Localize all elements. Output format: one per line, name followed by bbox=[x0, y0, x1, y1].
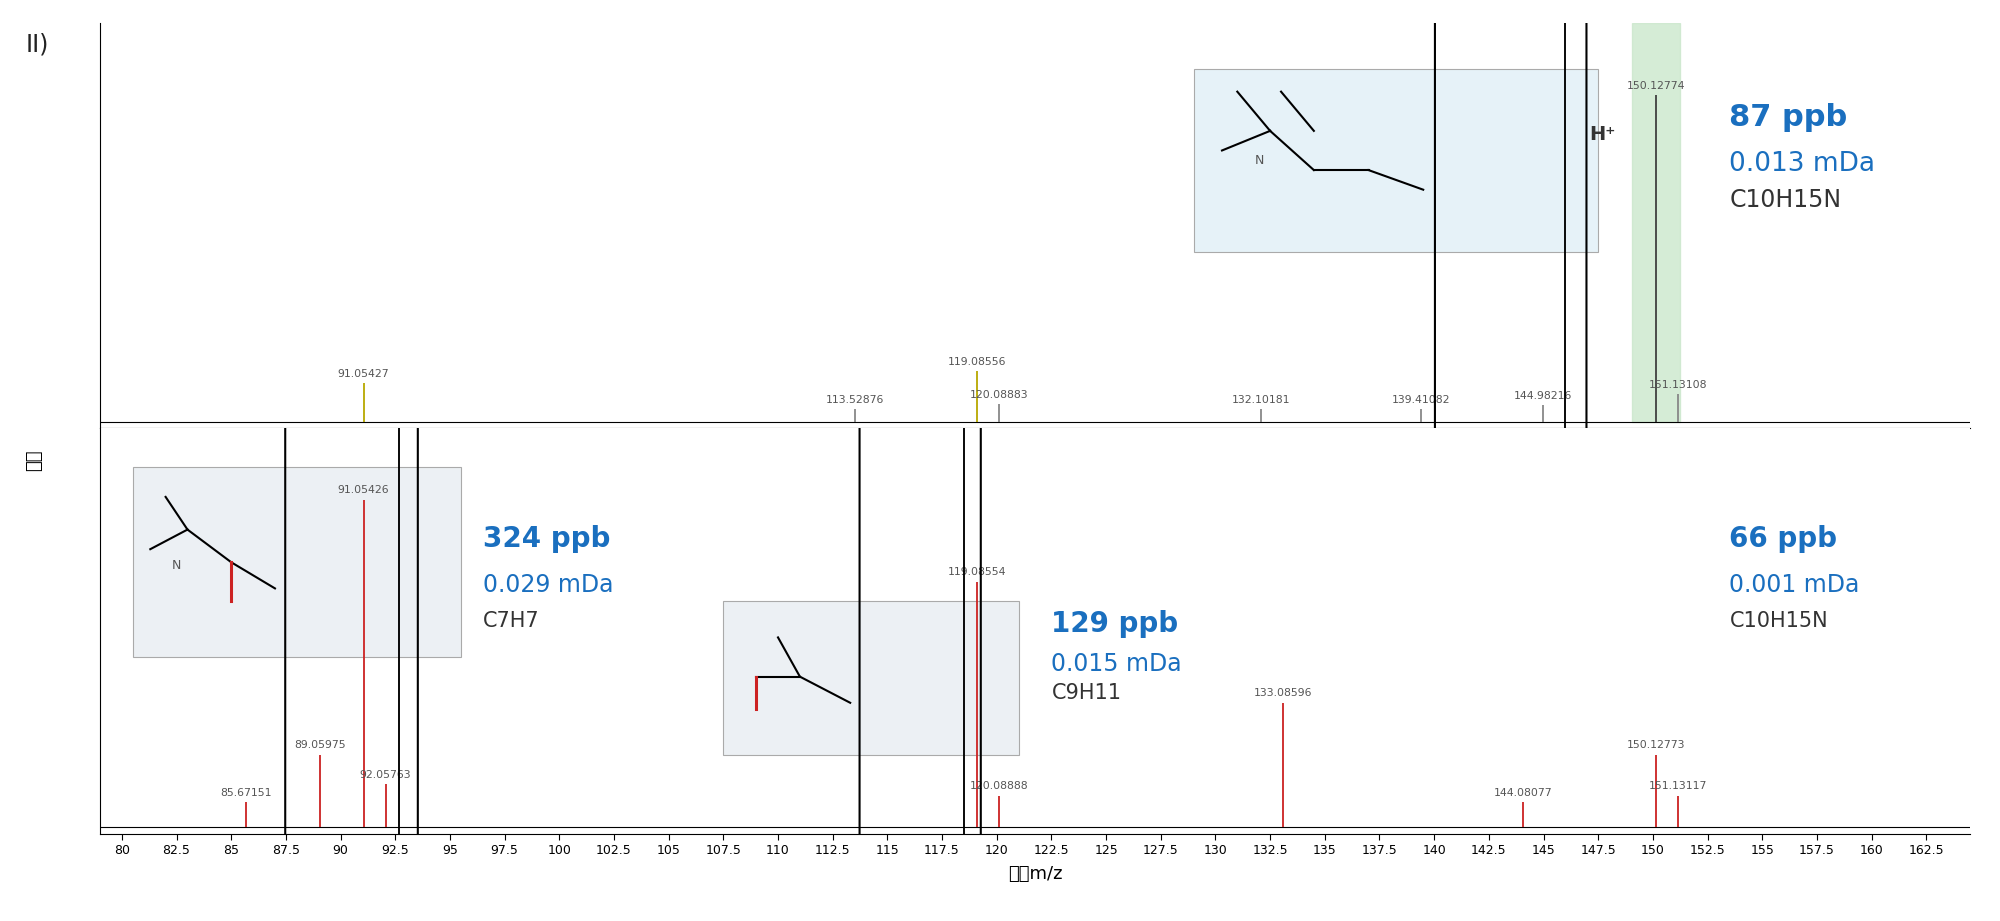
Text: C7H7: C7H7 bbox=[482, 611, 540, 631]
Text: 89.05975: 89.05975 bbox=[294, 740, 346, 751]
Text: 0.001 mDa: 0.001 mDa bbox=[1730, 573, 1860, 597]
Text: 92.05763: 92.05763 bbox=[360, 770, 412, 779]
Text: 144.08077: 144.08077 bbox=[1494, 787, 1552, 798]
Text: 129 ppb: 129 ppb bbox=[1052, 611, 1178, 638]
Text: 91.05427: 91.05427 bbox=[338, 368, 390, 379]
Text: 150.12774: 150.12774 bbox=[1626, 81, 1684, 91]
Text: 113.52876: 113.52876 bbox=[826, 395, 884, 404]
Text: 强度: 强度 bbox=[24, 449, 44, 472]
Text: 132.10181: 132.10181 bbox=[1232, 395, 1290, 404]
Text: 85.67151: 85.67151 bbox=[220, 787, 272, 798]
Text: 139.41082: 139.41082 bbox=[1392, 395, 1450, 404]
Text: N: N bbox=[1254, 154, 1264, 167]
X-axis label: 实测m/z: 实测m/z bbox=[1008, 865, 1062, 883]
Text: 150.12773: 150.12773 bbox=[1626, 740, 1684, 751]
Text: 120.08883: 120.08883 bbox=[970, 390, 1028, 400]
Text: H⁺: H⁺ bbox=[1590, 124, 1616, 144]
Text: 0.029 mDa: 0.029 mDa bbox=[482, 573, 614, 597]
Text: 324 ppb: 324 ppb bbox=[482, 525, 610, 554]
FancyBboxPatch shape bbox=[1194, 69, 1598, 251]
Text: 120.08888: 120.08888 bbox=[970, 781, 1028, 791]
Bar bbox=[1632, 23, 1680, 422]
FancyBboxPatch shape bbox=[724, 601, 1018, 755]
Text: II): II) bbox=[26, 32, 50, 56]
Text: 151.13108: 151.13108 bbox=[1648, 380, 1706, 390]
Text: 87 ppb: 87 ppb bbox=[1730, 103, 1848, 133]
Text: N: N bbox=[172, 559, 182, 572]
Text: 119.08556: 119.08556 bbox=[948, 357, 1006, 367]
Text: 144.98216: 144.98216 bbox=[1514, 391, 1572, 402]
Text: 66 ppb: 66 ppb bbox=[1730, 525, 1838, 554]
Text: C10H15N: C10H15N bbox=[1730, 611, 1828, 631]
Text: C10H15N: C10H15N bbox=[1730, 188, 1842, 212]
FancyBboxPatch shape bbox=[132, 468, 460, 657]
Text: 0.013 mDa: 0.013 mDa bbox=[1730, 150, 1876, 177]
Text: 119.08554: 119.08554 bbox=[948, 567, 1006, 577]
Text: 151.13117: 151.13117 bbox=[1648, 781, 1706, 791]
Text: C9H11: C9H11 bbox=[1052, 683, 1122, 703]
Text: 91.05426: 91.05426 bbox=[338, 485, 390, 495]
Text: 133.08596: 133.08596 bbox=[1254, 688, 1312, 698]
Text: 0.015 mDa: 0.015 mDa bbox=[1052, 651, 1182, 676]
